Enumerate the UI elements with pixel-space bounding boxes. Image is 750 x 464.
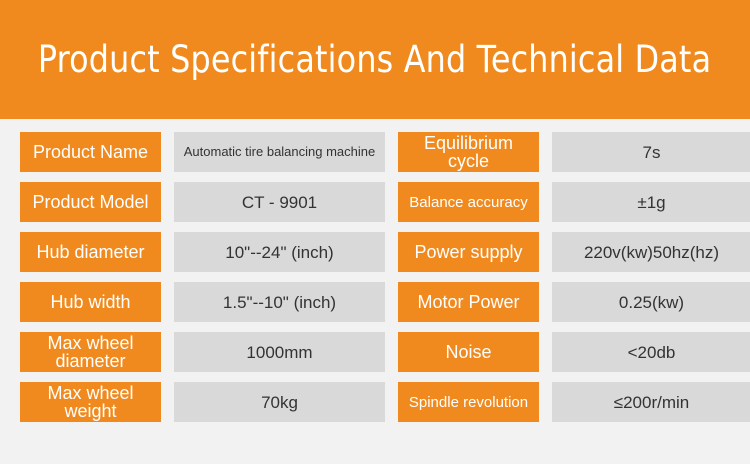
spec-value: Automatic tire balancing machine — [174, 132, 385, 172]
spec-label: Spindle revolution — [398, 382, 539, 422]
spec-label: Max wheel diameter — [20, 332, 161, 372]
spec-label: Equilibrium cycle — [398, 132, 539, 172]
spec-label: Noise — [398, 332, 539, 372]
spec-label: Motor Power — [398, 282, 539, 322]
spec-value: ≤200r/min — [552, 382, 750, 422]
spec-value: 0.25(kw) — [552, 282, 750, 322]
spec-value: <20db — [552, 332, 750, 372]
spec-label: Product Model — [20, 182, 161, 222]
spec-value: 220v(kw)50hz(hz) — [552, 232, 750, 272]
header-banner: Product Specifications And Technical Dat… — [0, 0, 750, 119]
page-title: Product Specifications And Technical Dat… — [38, 38, 712, 81]
spec-value: 10"--24" (inch) — [174, 232, 385, 272]
spec-label: Max wheel weight — [20, 382, 161, 422]
spec-value: CT - 9901 — [174, 182, 385, 222]
spec-value: 70kg — [174, 382, 385, 422]
spec-value: 1000mm — [174, 332, 385, 372]
spec-label: Hub diameter — [20, 232, 161, 272]
spec-value: 7s — [552, 132, 750, 172]
spec-label: Power supply — [398, 232, 539, 272]
spec-label: Product Name — [20, 132, 161, 172]
spec-value: ±1g — [552, 182, 750, 222]
spec-table: Product Name Automatic tire balancing ma… — [20, 132, 750, 422]
spec-label: Balance accuracy — [398, 182, 539, 222]
spec-value: 1.5"--10" (inch) — [174, 282, 385, 322]
spec-label: Hub width — [20, 282, 161, 322]
